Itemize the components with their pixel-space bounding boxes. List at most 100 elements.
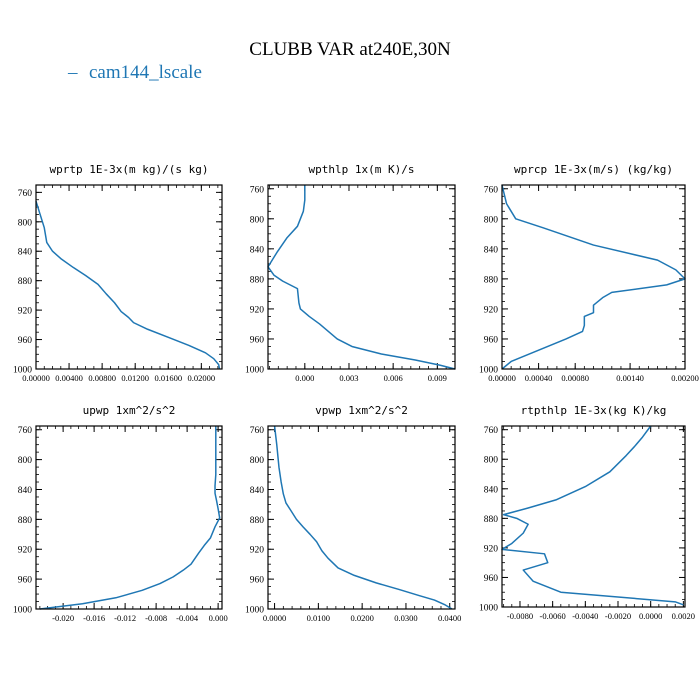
panels: wprtp 1E-3x(m kg)/(s kg) 0.00000 0.00400 0.… <box>13 163 699 623</box>
panel-title: wprcp 1E-3x(m/s) (kg/kg) <box>514 163 673 176</box>
y-tick-label: 800 <box>250 456 265 466</box>
x-tick-label: 0.00040 <box>525 373 553 383</box>
y-tick-label: 800 <box>18 218 33 228</box>
y-tick-label: 1000 <box>13 366 32 376</box>
x-tick-label: 0.01600 <box>154 373 182 383</box>
y-tick-label: 920 <box>250 305 265 315</box>
y-tick-label: 1000 <box>479 366 498 376</box>
y-tick-label: 800 <box>484 215 499 225</box>
plot-frame <box>501 425 686 608</box>
x-tick-label: 0.00000 <box>22 373 50 383</box>
x-tick-label: -0.004 <box>176 613 199 623</box>
y-tick-label: 840 <box>484 485 499 495</box>
y-tick-label: 880 <box>18 277 33 287</box>
x-tick-label: 0.0100 <box>307 613 330 623</box>
x-tick-label: 0.00000 <box>488 373 516 383</box>
panel-3: wprcp 1E-3x(m/s) (kg/kg) 0.00000 0.00040 0.… <box>479 163 699 383</box>
x-tick-label: 0.0300 <box>394 613 417 623</box>
x-tick-label: 0.00800 <box>88 373 116 383</box>
y-tick-label: 800 <box>484 456 499 466</box>
x-tick-label: 0.000 <box>295 373 314 383</box>
y-tick-label: 840 <box>484 245 499 255</box>
legend-label: cam144_lscale <box>89 62 202 83</box>
panel-1: wprtp 1E-3x(m kg)/(s kg) 0.00000 0.00400 0.… <box>13 163 223 383</box>
panel-2: wpthlp 1x(m K)/s 0.000 0.003 0.006 0.009 760 8… <box>245 163 456 383</box>
x-tick-label: -0.0040 <box>572 611 598 621</box>
x-tick-label: 0.0000 <box>639 611 662 621</box>
x-tick-label: 0.00200 <box>671 373 699 383</box>
y-tick-label: 1000 <box>245 366 264 376</box>
y-tick-label: 800 <box>18 456 33 466</box>
x-tick-label: 0.0400 <box>438 613 461 623</box>
x-tick-label: -0.0080 <box>507 611 533 621</box>
y-tick-label: 760 <box>18 189 33 199</box>
x-tick-label: 0.00400 <box>55 373 83 383</box>
y-tick-label: 880 <box>484 275 499 285</box>
y-tick-label: 840 <box>250 486 265 496</box>
y-tick-label: 960 <box>484 335 499 345</box>
y-tick-label: 920 <box>18 307 33 317</box>
x-tick-label: -0.0060 <box>540 611 566 621</box>
y-tick-label: 760 <box>484 426 499 436</box>
y-tick-label: 960 <box>18 576 33 586</box>
x-tick-label: 0.00080 <box>561 373 589 383</box>
y-tick-label: 960 <box>484 574 499 584</box>
y-tick-label: 960 <box>18 336 33 346</box>
y-tick-label: 960 <box>250 576 265 586</box>
panel-title: upwp 1xm^2/s^2 <box>83 404 176 417</box>
legend: – cam144_lscale <box>67 62 202 83</box>
figure-title: CLUBB VAR at240E,30N <box>249 39 451 60</box>
x-tick-label: 0.02000 <box>188 373 216 383</box>
x-tick-label: 0.01200 <box>121 373 149 383</box>
x-tick-label: -0.012 <box>114 613 136 623</box>
series-line-cam144_lscale <box>501 425 684 606</box>
y-tick-label: 1000 <box>245 606 264 616</box>
y-tick-label: 840 <box>18 248 33 258</box>
y-tick-label: 920 <box>484 305 499 315</box>
x-tick-label: 0.0020 <box>672 611 695 621</box>
panel-6: rtpthlp 1E-3x(kg K)/kg -0.0080 -0.0060 -0.0… <box>479 404 695 621</box>
x-tick-label: -0.0020 <box>605 611 631 621</box>
x-tick-label: -0.016 <box>83 613 105 623</box>
plot-frame <box>35 425 223 610</box>
panel-4: upwp 1xm^2/s^2 -0.020 -0.016 -0.012 -0.008 -0… <box>13 404 228 623</box>
y-tick-label: 880 <box>484 515 499 525</box>
y-tick-label: 880 <box>250 516 265 526</box>
panel-title: wpthlp 1x(m K)/s <box>309 163 415 176</box>
y-tick-label: 920 <box>250 546 265 556</box>
plot-frame <box>267 425 456 610</box>
series-line-cam144_lscale <box>35 200 221 370</box>
y-tick-label: 840 <box>18 486 33 496</box>
y-tick-label: 920 <box>18 546 33 556</box>
panel-title: wprtp 1E-3x(m kg)/(s kg) <box>50 163 209 176</box>
series-line-cam144_lscale <box>501 184 686 370</box>
x-tick-label: -0.020 <box>52 613 74 623</box>
x-tick-label: 0.00140 <box>616 373 644 383</box>
x-tick-label: 0.0200 <box>350 613 373 623</box>
x-tick-label: 0.009 <box>428 373 447 383</box>
y-tick-label: 1000 <box>13 606 32 616</box>
y-tick-label: 960 <box>250 335 265 345</box>
panel-5: vpwp 1xm^2/s^2 0.0000 0.0100 0.0200 0.0300 0.… <box>245 404 461 623</box>
panel-title: rtpthlp 1E-3x(kg K)/kg <box>521 404 667 417</box>
x-tick-label: 0.006 <box>384 373 403 383</box>
series-line-cam144_lscale <box>273 425 453 610</box>
series-line-cam144_lscale <box>39 426 221 610</box>
x-tick-label: 0.000 <box>209 613 228 623</box>
y-tick-label: 760 <box>250 426 265 436</box>
series-line-cam144_lscale <box>267 185 456 370</box>
plot-frame <box>267 184 456 370</box>
y-tick-label: 760 <box>484 185 499 195</box>
y-tick-label: 840 <box>250 245 265 255</box>
y-tick-label: 800 <box>250 215 265 225</box>
plot-frame <box>35 184 223 370</box>
plot-frame <box>501 184 686 370</box>
x-tick-label: 0.0000 <box>263 613 286 623</box>
y-tick-label: 760 <box>18 426 33 436</box>
panel-title: vpwp 1xm^2/s^2 <box>315 404 408 417</box>
legend-line-glyph: – <box>67 62 78 83</box>
x-tick-label: -0.008 <box>145 613 167 623</box>
x-tick-label: 0.003 <box>339 373 358 383</box>
y-tick-label: 880 <box>250 275 265 285</box>
